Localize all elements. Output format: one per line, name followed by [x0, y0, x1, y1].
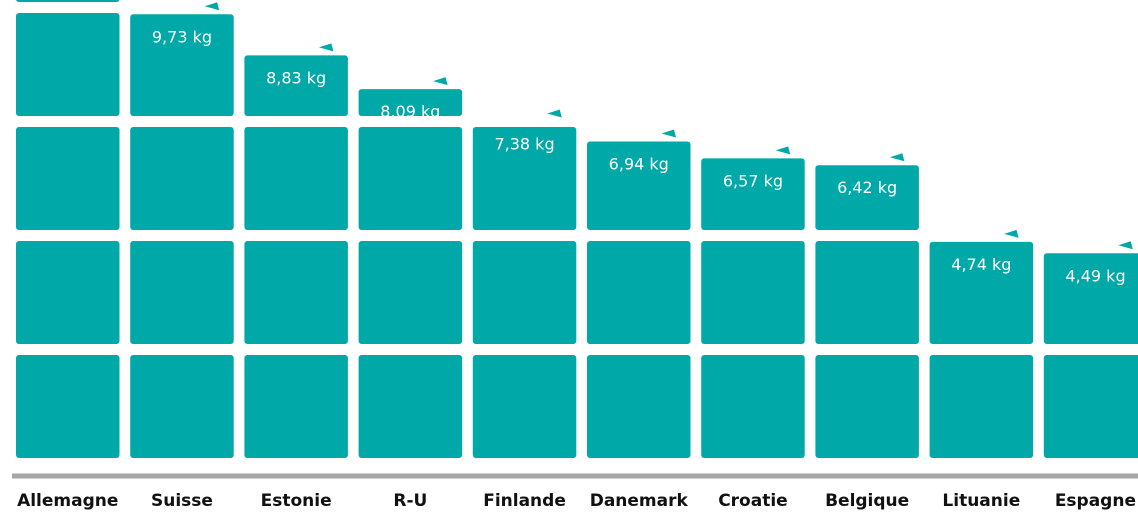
bar-finlande: 7,38 kg — [472, 109, 577, 458]
value-label: 9,73 kg — [152, 27, 212, 46]
bar-tile — [701, 355, 805, 458]
bar-fragment — [1004, 229, 1019, 238]
value-label: 7,38 kg — [494, 134, 554, 153]
bar-tile — [701, 158, 805, 230]
bar-suisse: 9,73 kg — [130, 2, 234, 458]
bar-allemagne: 11,09 kg — [16, 0, 120, 458]
bar-fragment — [318, 43, 334, 52]
bar-fragment — [204, 2, 220, 11]
bar-fragment — [433, 77, 448, 86]
bar-tile — [244, 55, 348, 116]
bar-danemark: 6,94 kg — [587, 129, 691, 458]
value-label: 6,57 kg — [723, 171, 783, 190]
category-labels-group: Allemagne Suisse Estonie R-U Finlande Danemar… — [17, 491, 1136, 511]
bar-fragment — [661, 129, 677, 138]
bar-tile — [472, 355, 577, 458]
category-label: Allemagne — [17, 491, 118, 511]
bar-espagne: 4,49 kg — [1043, 241, 1138, 458]
bar-tile — [130, 14, 234, 117]
category-label: Estonie — [261, 491, 332, 511]
bar-tile — [130, 241, 234, 344]
category-label: Danemark — [590, 491, 689, 511]
bar-tile — [815, 241, 919, 344]
bar-lituanie: 4,74 kg — [929, 229, 1034, 458]
bar-tile — [358, 89, 463, 116]
bar-tile — [244, 127, 348, 230]
bar-tile — [1043, 355, 1138, 458]
bar-tile — [929, 241, 1034, 344]
bars-group: 11,09 kg 9,73 kg 8,83 kg 8,09 kg 7,38 kg 6,94… — [16, 0, 1138, 458]
bar-tile — [244, 241, 348, 344]
bar-tile — [472, 241, 577, 344]
bar-tile — [16, 13, 120, 116]
bar-tile — [16, 355, 120, 458]
category-label: Finlande — [483, 491, 566, 511]
value-label: 8,09 kg — [380, 102, 440, 121]
bar-tile — [587, 141, 691, 230]
bar-fragment — [775, 146, 791, 155]
bar-tile — [472, 127, 577, 230]
bar-tile — [587, 355, 691, 458]
bar-fragment — [889, 153, 905, 162]
bar-tile — [358, 241, 463, 344]
category-label: Croatie — [718, 491, 788, 511]
bar-tile — [587, 241, 691, 344]
bar-tile — [16, 241, 120, 344]
bar-tile — [929, 355, 1034, 458]
value-label: 4,49 kg — [1065, 266, 1125, 285]
bar-fragment — [1118, 241, 1133, 250]
bar-tile — [16, 127, 120, 230]
value-label: 6,42 kg — [837, 178, 897, 197]
category-label: R-U — [393, 491, 427, 511]
bar-tile — [701, 241, 805, 344]
category-label: Belgique — [825, 491, 909, 511]
bar-croatie: 6,57 kg — [701, 146, 805, 458]
bar-belgique: 6,42 kg — [815, 153, 919, 458]
value-label: 8,83 kg — [266, 68, 326, 87]
bar-estonie: 8,83 kg — [244, 43, 348, 458]
category-label: Suisse — [151, 491, 213, 511]
bar-tile — [815, 355, 919, 458]
bar-tile — [815, 165, 919, 230]
bar-r-u: 8,09 kg — [358, 77, 463, 458]
value-label: 4,74 kg — [951, 255, 1011, 274]
category-label: Lituanie — [942, 491, 1020, 511]
value-label: 6,94 kg — [609, 155, 669, 174]
bar-tile — [1043, 253, 1138, 344]
bar-fragment — [547, 109, 562, 118]
bar-tile — [358, 355, 463, 458]
bar-tile — [130, 127, 234, 230]
bar-tile — [358, 127, 463, 230]
category-label: Espagne — [1055, 491, 1136, 511]
bar-tile — [244, 355, 348, 458]
bar-tile — [16, 0, 120, 2]
bar-tile — [130, 355, 234, 458]
